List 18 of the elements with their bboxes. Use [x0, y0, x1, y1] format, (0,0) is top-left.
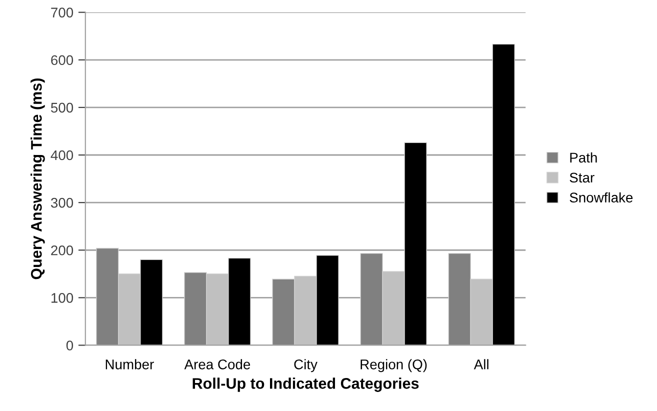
- y-tick-label: 500: [50, 102, 74, 113]
- legend-label: Star: [570, 172, 594, 183]
- y-tick-label: 0: [66, 340, 74, 350]
- x-tick-label: All: [474, 359, 488, 370]
- y-tick-label: 600: [51, 55, 74, 66]
- y-tick-label: 300: [50, 198, 74, 208]
- legend-label: Snowflake: [570, 192, 633, 203]
- y-tick-label: 400: [50, 150, 74, 160]
- x-axis-title: Roll-Up to Indicated Categories: [192, 378, 419, 392]
- x-tick-label: Region (Q): [360, 359, 427, 372]
- y-tick-label: 200: [51, 245, 74, 256]
- y-axis-title: Query Answering Time (ms): [30, 78, 45, 280]
- x-tick-label: Area Code: [184, 359, 250, 370]
- y-tick-label: 100: [51, 293, 74, 303]
- x-tick-label: Number: [106, 359, 154, 370]
- y-tick-label: 700: [51, 8, 74, 18]
- legend-label: Path: [570, 152, 597, 163]
- x-tick-label: City: [294, 359, 318, 372]
